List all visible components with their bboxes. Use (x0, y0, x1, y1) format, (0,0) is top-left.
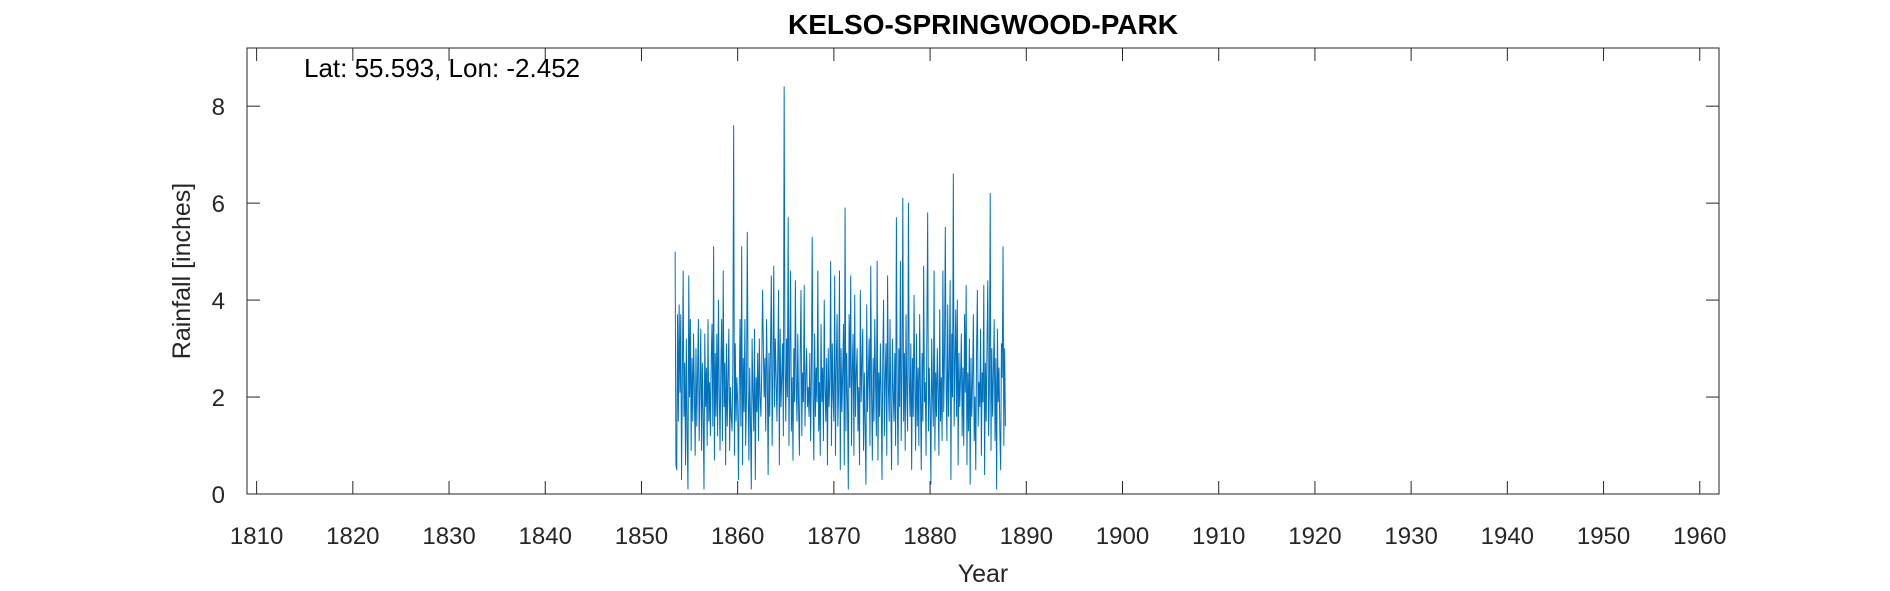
y-tick-label: 2 (212, 385, 225, 412)
x-tick-label: 1930 (1384, 523, 1437, 550)
plot-area (247, 48, 1719, 494)
y-tick-label: 8 (212, 94, 225, 121)
x-tick-label: 1960 (1673, 523, 1726, 550)
x-axis-label: Year (958, 560, 1009, 588)
y-tick-label: 6 (212, 191, 225, 218)
series-layer (674, 86, 1006, 490)
x-tick-label: 1820 (326, 523, 379, 550)
x-tick-label: 1830 (422, 523, 475, 550)
x-axis-ticks: 1810 1820 1830 1840 1850 1860 1870 1880 1890 1900… (230, 48, 1726, 550)
chart-title: KELSO-SPRINGWOOD-PARK (788, 9, 1178, 40)
plot-frame (246, 47, 1720, 495)
y-axis-ticks: 0 2 4 6 8 (212, 94, 1719, 509)
x-tick-label: 1840 (519, 523, 572, 550)
x-tick-label: 1870 (807, 523, 860, 550)
y-tick-label: 0 (212, 482, 225, 509)
location-annotation: Lat: 55.593, Lon: -2.452 (304, 53, 580, 83)
x-tick-label: 1900 (1096, 523, 1149, 550)
x-tick-label: 1950 (1577, 523, 1630, 550)
x-tick-label: 1810 (230, 523, 283, 550)
x-tick-label: 1880 (903, 523, 956, 550)
x-tick-label: 1890 (1000, 523, 1053, 550)
x-tick-label: 1910 (1192, 523, 1245, 550)
series-line-0 (674, 86, 1006, 490)
x-tick-label: 1920 (1288, 523, 1341, 550)
x-tick-label: 1940 (1481, 523, 1534, 550)
y-tick-label: 4 (212, 288, 225, 315)
x-tick-label: 1850 (615, 523, 668, 550)
y-axis-label: Rainfall [inches] (168, 183, 196, 359)
x-tick-label: 1860 (711, 523, 764, 550)
